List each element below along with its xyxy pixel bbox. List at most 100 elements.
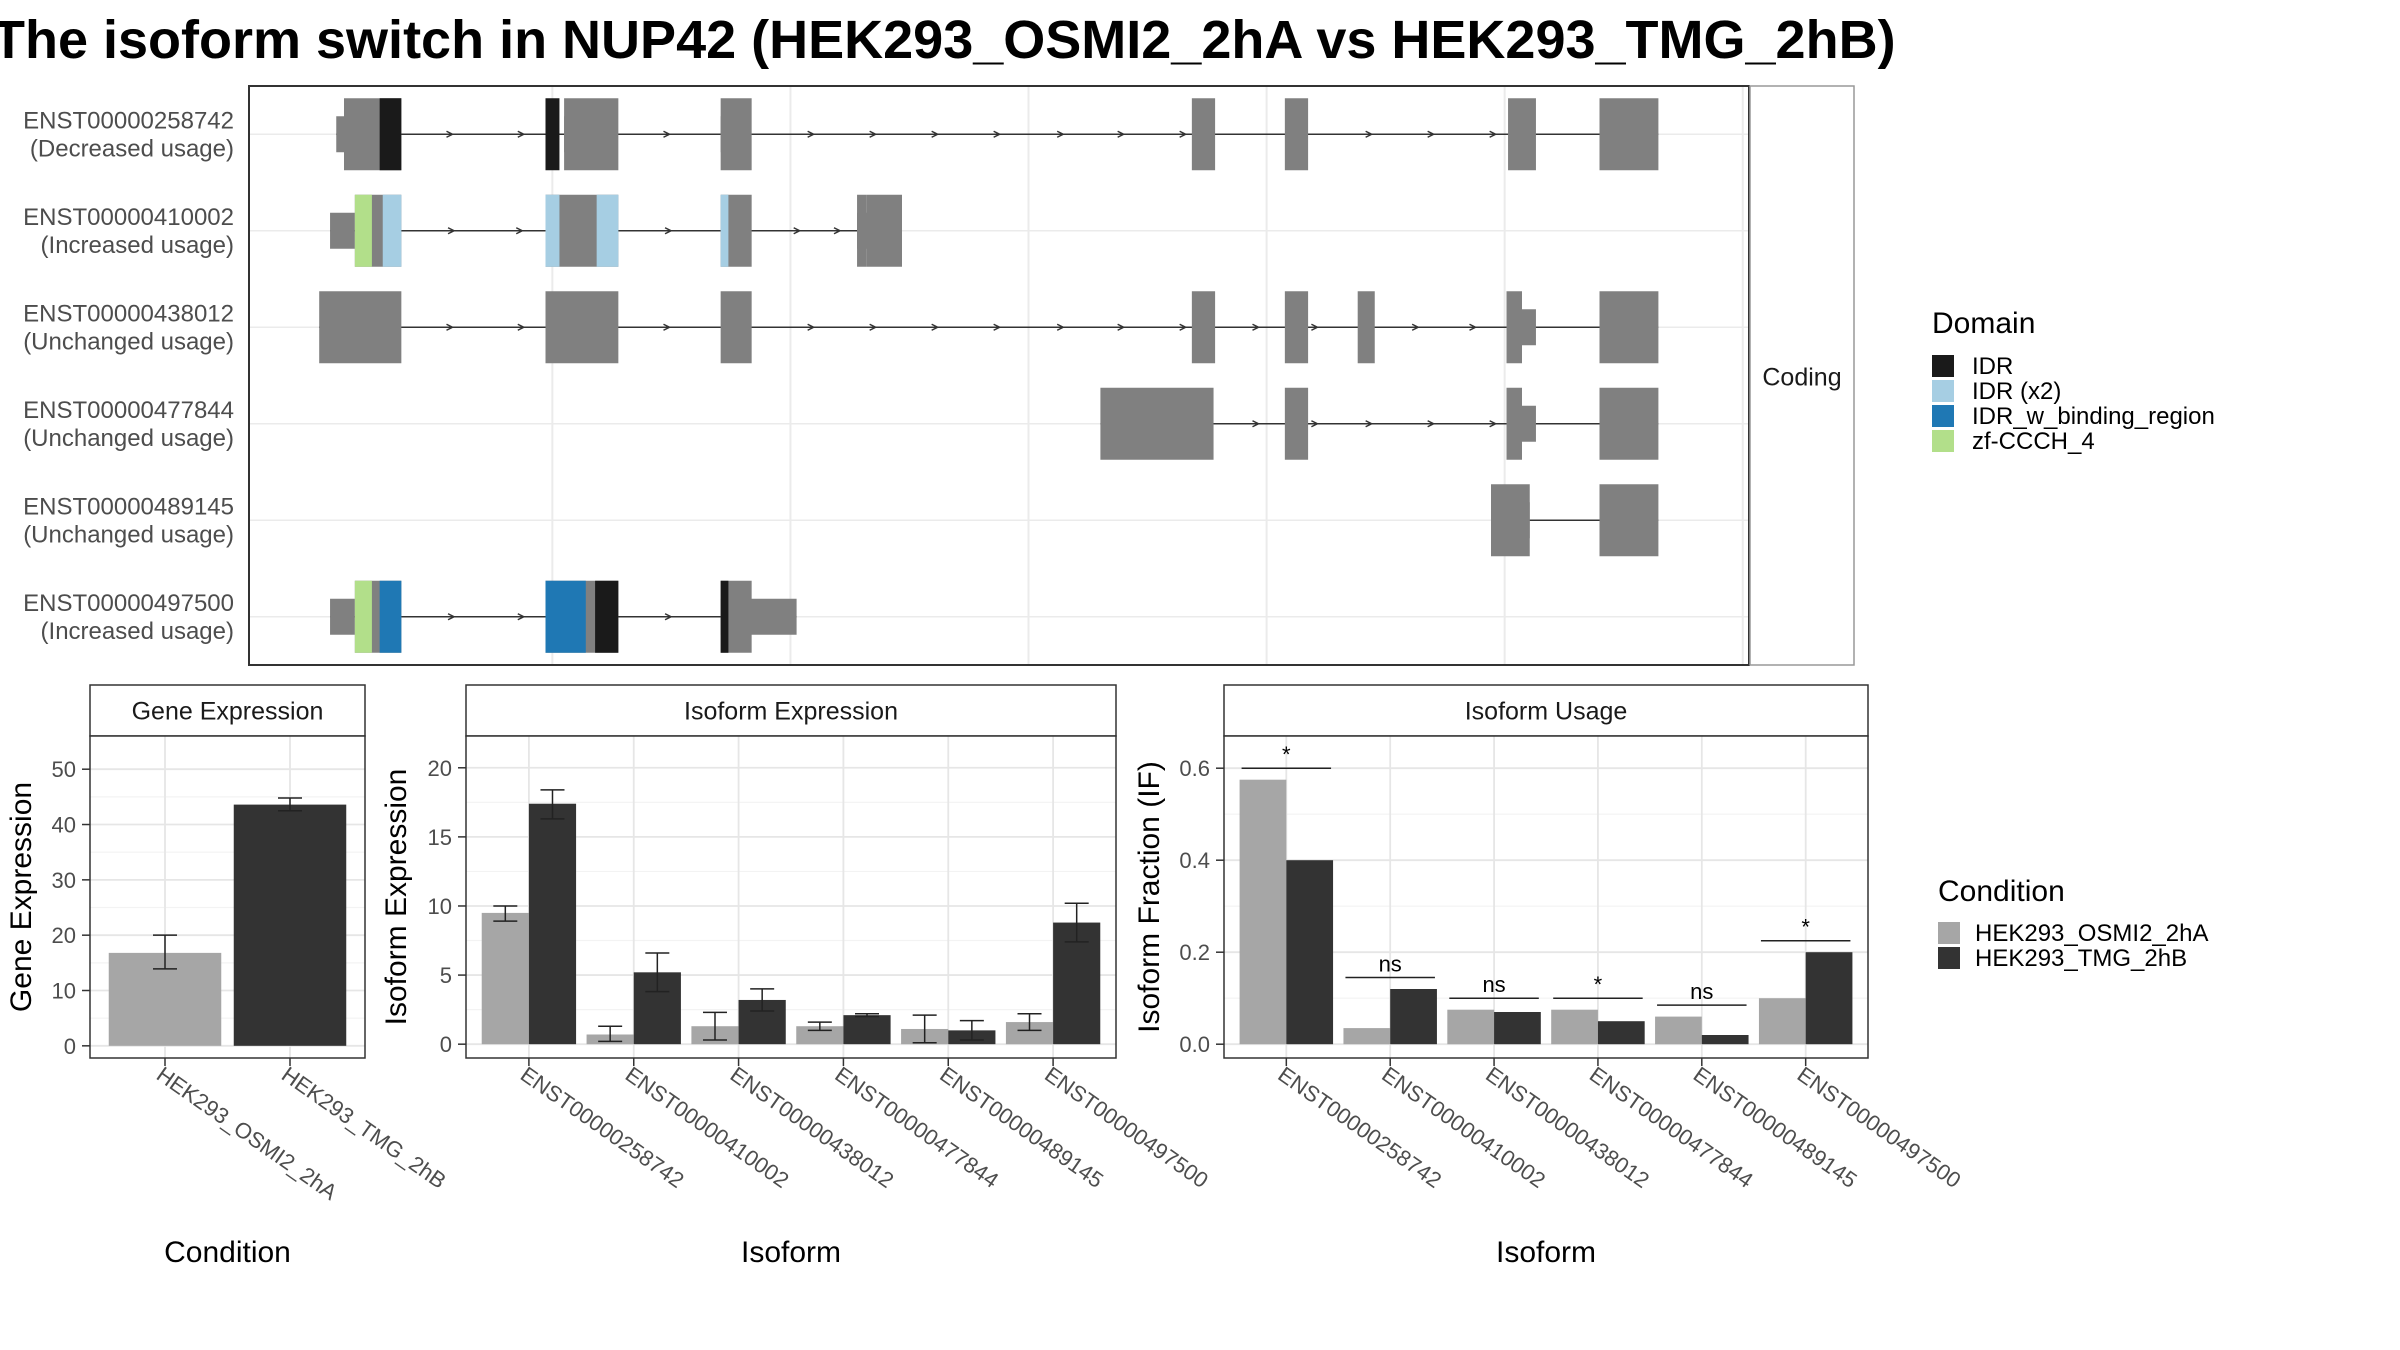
facet-strip xyxy=(465,684,1117,737)
y-tick-label: 40 xyxy=(52,813,76,838)
bar xyxy=(1447,1009,1495,1045)
intron-direction-arrow xyxy=(1365,130,1374,138)
domain-legend-label: IDR xyxy=(1972,353,2013,380)
bar xyxy=(528,803,577,1045)
condition-legend-label: HEK293_OSMI2_2hA xyxy=(1975,920,2208,947)
intron-direction-arrow xyxy=(1117,323,1126,331)
intron-direction-arrow xyxy=(517,130,526,138)
bar xyxy=(1758,998,1806,1045)
transcript-usage-label: (Decreased usage) xyxy=(30,135,234,162)
intron-direction-arrow xyxy=(663,130,672,138)
domain-legend-swatch xyxy=(1932,355,1954,377)
facet-strip-title: Gene Expression xyxy=(132,698,324,726)
x-axis-title: Condition xyxy=(164,1236,291,1269)
bar xyxy=(843,1015,891,1045)
intron-direction-arrow xyxy=(1469,323,1478,331)
protein-domain-block xyxy=(545,98,560,171)
coding-exon xyxy=(564,98,619,171)
bar xyxy=(1597,1021,1645,1045)
y-tick-label: 0 xyxy=(440,1032,452,1057)
coding-exon xyxy=(1284,291,1309,364)
plot-border xyxy=(1223,735,1869,1059)
bar xyxy=(1005,1022,1054,1045)
domain-legend-title: Domain xyxy=(1932,307,2035,340)
coding-exon xyxy=(1191,98,1216,171)
intron-direction-arrow xyxy=(931,323,940,331)
y-tick-label: 0 xyxy=(64,1034,76,1059)
intron-direction-arrow xyxy=(993,323,1002,331)
intron-direction-arrow xyxy=(1179,323,1188,331)
transcript-id-label: ENST00000258742 xyxy=(23,107,234,134)
intron-direction-arrow xyxy=(1427,420,1436,428)
coding-exon xyxy=(1599,387,1659,460)
coding-exon xyxy=(1506,387,1522,460)
significance-label: ns xyxy=(1379,952,1402,977)
bar xyxy=(481,912,529,1045)
intron-direction-arrow xyxy=(1489,130,1498,138)
bar xyxy=(1286,860,1334,1045)
bar xyxy=(1805,952,1853,1045)
intron-direction-arrow xyxy=(869,130,878,138)
coding-exon xyxy=(1284,98,1309,171)
protein-domain-block xyxy=(596,194,619,267)
transcript-id-label: ENST00000497500 xyxy=(23,590,234,617)
y-tick-label: 0.6 xyxy=(1179,756,1210,781)
domain-legend-swatch xyxy=(1932,430,1954,452)
protein-domain-block xyxy=(379,580,402,653)
condition-legend-title: Condition xyxy=(1938,875,2065,908)
transcript-usage-label: (Unchanged usage) xyxy=(23,425,234,452)
coding-exon xyxy=(1508,98,1536,171)
figure-title: The isoform switch in NUP42 (HEK293_OSMI… xyxy=(0,10,1896,70)
coding-exon xyxy=(1284,387,1309,460)
intron-direction-arrow xyxy=(1427,130,1436,138)
significance-label: * xyxy=(1801,915,1810,940)
transcript-usage-label: (Unchanged usage) xyxy=(23,328,234,355)
transcript-id-label: ENST00000477844 xyxy=(23,397,234,424)
utr-exon xyxy=(330,212,355,249)
y-tick-label: 10 xyxy=(52,979,76,1004)
domain-legend-label: zf-CCCH_4 xyxy=(1972,428,2095,455)
domain-legend-label: IDR_w_binding_region xyxy=(1972,403,2215,430)
significance-label: * xyxy=(1594,972,1603,997)
transcript-structure-panel: Coding ENST00000258742(Decreased usage) EN… xyxy=(23,85,1855,666)
coding-exon xyxy=(545,291,619,364)
y-tick-label: 20 xyxy=(52,923,76,948)
condition-legend-swatch xyxy=(1938,922,1960,944)
y-tick-label: 30 xyxy=(52,868,76,893)
intron-direction-arrow xyxy=(1365,420,1374,428)
transcript-usage-label: (Increased usage) xyxy=(41,232,234,259)
structure-panel-border xyxy=(248,85,1750,666)
coding-exon xyxy=(319,291,402,364)
y-tick-label: 5 xyxy=(440,963,452,988)
intron-direction-arrow xyxy=(1411,323,1420,331)
coding-exon xyxy=(1599,484,1659,557)
structure-strip xyxy=(1749,85,1855,666)
isoform-usage-chart: Isoform Usage0.00.20.40.6*ENST0000025874… xyxy=(1133,684,1966,1269)
x-tick-label: ENST00000497500 xyxy=(1793,1062,1966,1193)
coding-exon xyxy=(1599,98,1659,171)
intron-direction-arrow xyxy=(515,227,524,235)
coding-exon xyxy=(1491,484,1530,557)
protein-domain-block xyxy=(382,194,402,267)
y-axis-title: Isoform Fraction (IF) xyxy=(1133,761,1166,1033)
protein-domain-block xyxy=(354,580,372,653)
coding-exon xyxy=(1100,387,1214,460)
facet-strip-title: Isoform Usage xyxy=(1465,698,1628,726)
intron-direction-arrow xyxy=(1311,323,1320,331)
coding-exon xyxy=(1599,291,1659,364)
coding-exon xyxy=(1191,291,1216,364)
intron-direction-arrow xyxy=(993,130,1002,138)
plot-border xyxy=(465,735,1117,1059)
significance-label: ns xyxy=(1690,979,1713,1004)
protein-domain-block xyxy=(595,580,619,653)
significance-label: ns xyxy=(1482,972,1505,997)
transcript-usage-label: (Increased usage) xyxy=(41,618,234,645)
structure-strip-label: Coding xyxy=(1762,364,1841,392)
y-tick-label: 0.0 xyxy=(1179,1032,1210,1057)
x-axis-title: Isoform xyxy=(1496,1236,1596,1269)
intron-direction-arrow xyxy=(1056,323,1065,331)
intron-direction-arrow xyxy=(517,613,526,621)
intron-direction-arrow xyxy=(1179,130,1188,138)
